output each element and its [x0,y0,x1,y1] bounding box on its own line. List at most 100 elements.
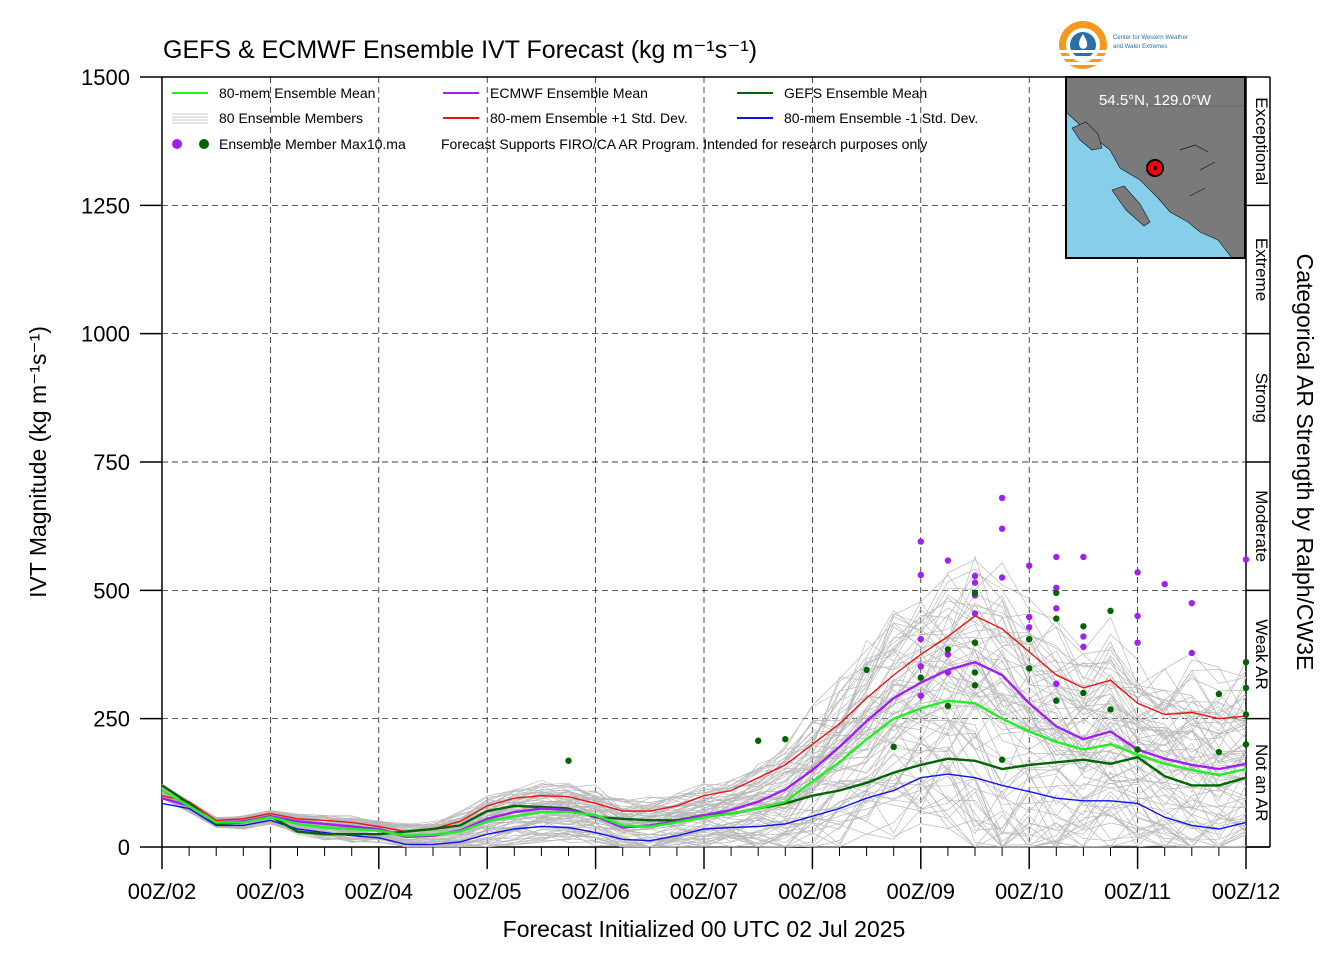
ecmwf-max10-point [1053,680,1060,687]
ecmwf-max10-point [944,651,952,658]
gefs-max10-point [971,589,979,597]
ecmwf-max10-point [1080,643,1087,650]
category-label: Strong [1252,373,1271,423]
gefs-max10-point [971,682,979,689]
ecmwf-max10-point [1134,569,1141,576]
map-island-1 [1071,121,1103,151]
gefs-max10-point [1053,589,1060,597]
legend-minus-std: 80-mem Ensemble -1 Std. Dev. [784,110,978,126]
ecmwf-max10-point [1188,599,1196,607]
legend-ecmwf-mean: ECMWF Ensemble Mean [490,85,648,101]
axes: 0 250 500 750 1000 1250 1500 00Z/02 00Z/03 00Z/04… [81,65,1280,904]
ecmwf-max10-point [1053,584,1060,591]
ecmwf-max10-point [917,692,924,699]
x-tick-label: 00Z/06 [561,879,630,904]
ensemble-mean-line [161,699,1247,837]
category-label: Extreme [1252,238,1271,301]
x-tick-label: 00Z/07 [670,879,739,904]
ecmwf-max10-point [971,579,979,586]
y-tick-label: 500 [93,578,130,603]
series-lines [161,615,1247,846]
x-tick-label: 00Z/09 [887,879,956,904]
ensemble-member-line [161,764,1247,848]
x-axis-label: Forecast Initialized 00 UTC 02 Jul 2025 [503,916,906,942]
gefs-max10-point [944,702,952,710]
gefs-max10-point [890,743,897,751]
gefs-max10-point [1134,746,1141,753]
ecmwf-max10-point [944,557,952,564]
map-island-2 [1111,185,1151,227]
x-tick-label: 00Z/10 [995,879,1064,904]
gefs-max10-point [565,757,572,764]
ensemble-member-line [161,571,1247,827]
gefs-max10-point [1242,711,1250,718]
ecmwf-max10-point [1134,612,1141,620]
gefs-max10-point [1215,690,1223,698]
gefs-max10-point [1242,659,1250,666]
cw3e-logo: Center for Western Weather and Water Ext… [1059,21,1188,69]
category-label: Moderate [1252,490,1271,562]
y-tick-label: 1000 [81,322,130,347]
gefs-max10-point [1080,623,1087,630]
gefs-max10-point [863,666,870,674]
x-tick-label: 00Z/05 [453,879,522,904]
ensemble-member-line [161,796,1246,848]
ecmwf-max10-point [1242,556,1250,563]
ensemble-member-line [161,766,1247,848]
x-tick-label: 00Z/08 [778,879,847,904]
ar-categories: Not an AR Weak AR Moderate Strong Extreme Exc… [1246,97,1271,848]
ecmwf-max10-point [971,610,979,617]
y-tick-label: 1250 [81,193,130,218]
gefs-max10-point [1053,697,1060,704]
ecmwf-max10-point [998,525,1006,532]
y-tick-label: 0 [118,835,130,860]
gefs-max10-point [1215,748,1223,756]
gefs-max10-point [1242,684,1250,692]
category-label: Exceptional [1252,97,1271,185]
ecmwf-max10-point [1161,580,1168,588]
x-tick-label: 00Z/11 [1104,879,1171,904]
gefs-max10-point [1026,665,1033,672]
max10-points [565,494,1250,764]
category-label: Weak AR [1252,619,1271,690]
category-label: Not an AR [1252,744,1271,822]
ecmwf-max10-point [944,669,952,676]
y-tick-label: 1500 [81,65,130,90]
ensemble-member-line [161,562,1247,827]
gefs-max10-point [1107,706,1114,713]
y-tick-label: 250 [93,707,130,732]
ensemble-member-line [161,719,1247,844]
ensemble-member-line [161,677,1247,837]
ecmwf-max10-point [998,494,1006,502]
grid [162,77,1246,847]
y-tick-label: 750 [93,450,130,475]
ecmwf-max10-point [1053,553,1060,561]
gefs-max10-point [1107,607,1114,615]
ecmwf-max10-point [917,571,924,579]
ecmwf-max10-point [917,663,924,670]
ensemble-member-line [161,775,1247,848]
gefs-max10-point [971,639,979,646]
gefs-max10-point [1053,615,1060,622]
gefs-max10-point [782,736,789,743]
plus-std-line [161,615,1247,833]
legend-members: 80 Ensemble Members [219,110,363,126]
legend-gefs-mean: GEFS Ensemble Mean [784,85,927,101]
ecmwf-max10-point [1188,649,1196,657]
logo-text-line1: Center for Western Weather [1113,35,1188,41]
legend-plus-std: 80-mem Ensemble +1 Std. Dev. [490,110,688,126]
ecmwf-mean-line [161,660,1247,838]
ensemble-member-line [161,555,1247,828]
x-tick-label: 00Z/12 [1212,879,1281,904]
ensemble-member-line [161,628,1247,829]
gefs-max10-point [1080,689,1087,697]
gefs-max10-point [971,669,979,676]
ecmwf-max10-point [1080,633,1087,640]
legend-marker-gefs-max [199,139,209,149]
ecmwf-max10-point [1134,639,1141,646]
ensemble-member-line [161,752,1247,848]
ensemble-member-line [161,710,1247,841]
ensemble-member-line [161,602,1247,828]
ecmwf-max10-point [971,572,979,580]
